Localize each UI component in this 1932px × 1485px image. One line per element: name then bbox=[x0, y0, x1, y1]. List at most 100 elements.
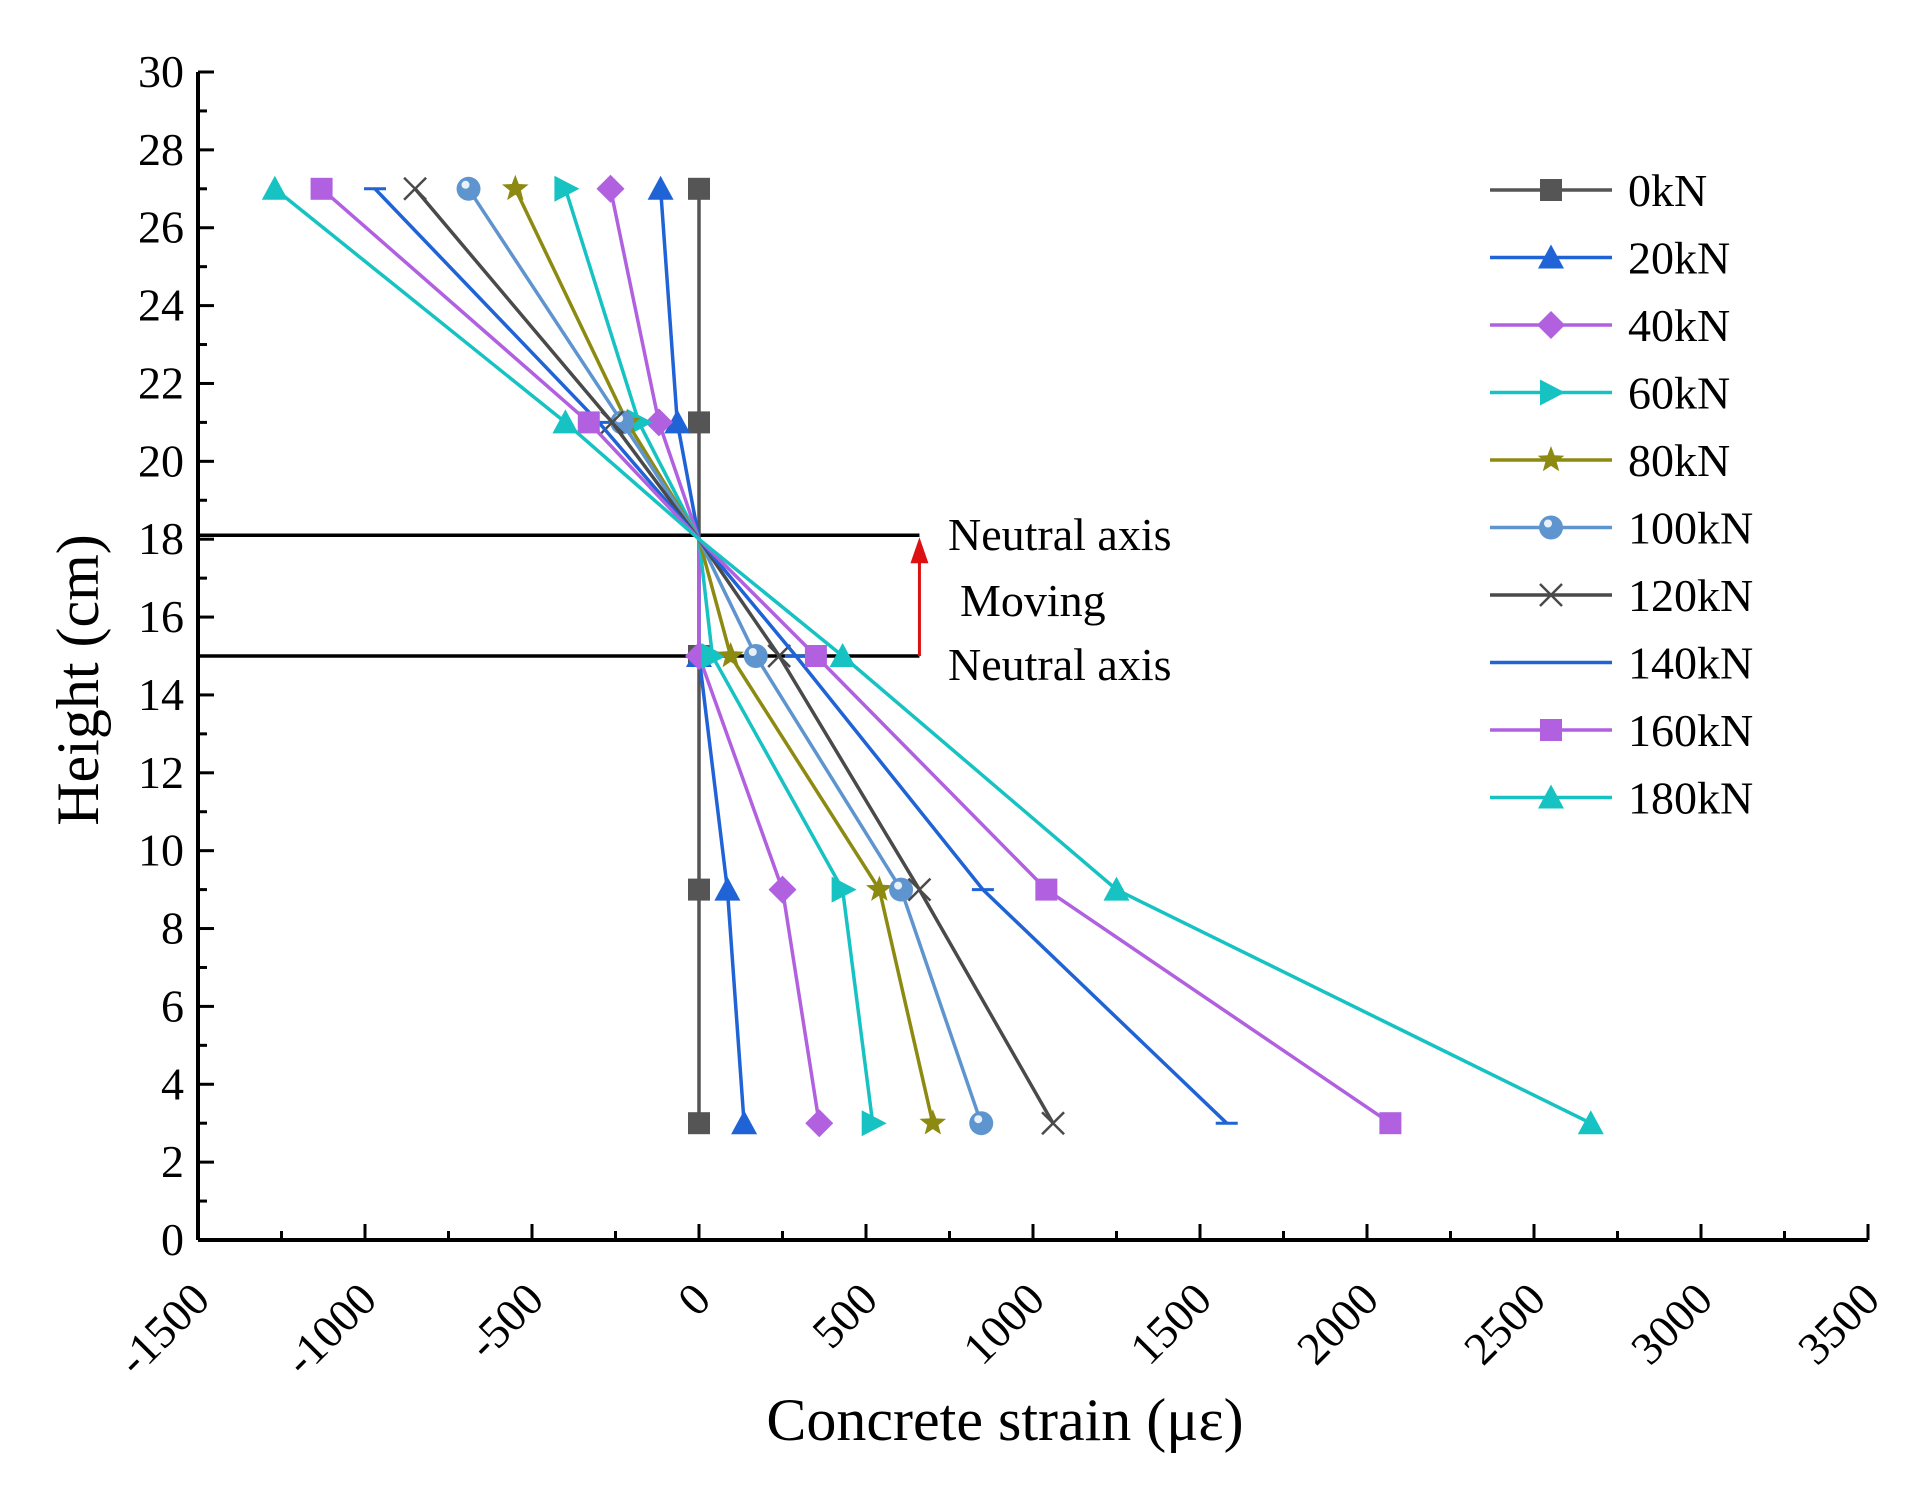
marker-circle-highlight bbox=[894, 881, 903, 890]
y-tick-label: 20 bbox=[138, 435, 184, 486]
y-tick-label: 26 bbox=[138, 202, 184, 253]
marker-diamond bbox=[805, 1109, 834, 1138]
marker-star bbox=[919, 1109, 947, 1135]
legend-label: 100kN bbox=[1628, 503, 1753, 554]
marker-x bbox=[907, 877, 932, 902]
marker-circle-highlight bbox=[1544, 519, 1552, 528]
series-line bbox=[413, 187, 1055, 1125]
y-axis-title: Height (cm) bbox=[45, 534, 111, 826]
marker-square bbox=[310, 177, 333, 200]
marker-star bbox=[502, 174, 529, 201]
legend-label: 20kN bbox=[1628, 233, 1730, 284]
y-tick-label: 16 bbox=[138, 591, 184, 642]
series-line bbox=[608, 188, 821, 1124]
series-60kN bbox=[554, 175, 887, 1137]
y-tick-label: 8 bbox=[161, 903, 184, 954]
marker-circle-highlight bbox=[974, 1115, 983, 1124]
marker-square bbox=[688, 177, 710, 200]
marker-triangle-up bbox=[1538, 784, 1564, 809]
marker-star bbox=[717, 642, 744, 668]
marker-x-stroke bbox=[907, 877, 932, 902]
marker-star bbox=[866, 875, 893, 901]
marker-square bbox=[688, 411, 710, 434]
marker-square bbox=[804, 645, 827, 667]
series-line bbox=[273, 187, 1592, 1125]
marker-diamond bbox=[596, 174, 625, 203]
legend-item: 180kN bbox=[1490, 773, 1753, 824]
marker-square bbox=[1540, 719, 1562, 741]
y-tick-label: 4 bbox=[161, 1058, 184, 1109]
marker-square bbox=[688, 878, 710, 901]
marker-circle-highlight bbox=[748, 648, 757, 656]
marker-star bbox=[1537, 446, 1565, 472]
x-axis-title: Concrete strain (με) bbox=[766, 1387, 1243, 1453]
marker-triangle-up bbox=[1577, 1110, 1604, 1135]
series-line bbox=[563, 188, 875, 1124]
legend-item: 100kN bbox=[1490, 503, 1753, 554]
marker-square bbox=[1540, 179, 1562, 201]
marker-triangle-right bbox=[701, 643, 727, 669]
legend-label: 140kN bbox=[1628, 638, 1753, 689]
marker-triangle-up bbox=[829, 643, 856, 667]
marker-diamond bbox=[644, 408, 673, 437]
annotation-texts: Neutral axis Moving Neutral axis bbox=[948, 509, 1172, 690]
marker-triangle-up bbox=[552, 409, 579, 434]
series-160kN bbox=[310, 177, 1402, 1135]
y-tick-label: 6 bbox=[161, 980, 184, 1031]
marker-circle bbox=[743, 644, 768, 668]
marker-circle bbox=[456, 176, 481, 201]
marker-triangle-up bbox=[1538, 244, 1564, 269]
marker-circle bbox=[889, 877, 914, 902]
moving-label: Moving bbox=[960, 575, 1106, 626]
marker-triangle-right bbox=[1540, 379, 1565, 406]
legend-label: 80kN bbox=[1628, 435, 1730, 486]
marker-circle bbox=[969, 1111, 994, 1136]
marker-square bbox=[688, 1112, 710, 1135]
legend-item: 0kN bbox=[1490, 165, 1707, 216]
legend: 0kN 20kN 40kN 60kN 80kN 100kN 120kN 140kN 160kN 1… bbox=[1490, 165, 1753, 824]
legend-item: 160kN bbox=[1490, 705, 1753, 756]
legend-item: 120kN bbox=[1490, 570, 1753, 621]
marker-x bbox=[1041, 1111, 1065, 1136]
y-tick-label: 28 bbox=[138, 124, 184, 175]
y-tick-label: 2 bbox=[161, 1136, 184, 1187]
series-line bbox=[513, 188, 935, 1124]
y-tick-label: 0 bbox=[161, 1214, 184, 1265]
y-tick-label: 12 bbox=[138, 747, 184, 798]
y-tick-label: 10 bbox=[138, 825, 184, 876]
y-tick-label: 30 bbox=[138, 46, 184, 97]
marker-square bbox=[577, 411, 600, 434]
legend-label: 120kN bbox=[1628, 570, 1753, 621]
marker-x bbox=[403, 176, 427, 201]
series-40kN bbox=[596, 174, 834, 1138]
marker-triangle-right bbox=[554, 175, 580, 202]
marker-diamond bbox=[768, 875, 797, 904]
legend-label: 60kN bbox=[1628, 368, 1730, 419]
marker-triangle-up bbox=[261, 175, 288, 200]
legend-item: 80kN bbox=[1490, 435, 1730, 486]
marker-circle bbox=[1539, 515, 1563, 540]
series-line bbox=[373, 187, 1228, 1125]
marker-x-stroke bbox=[403, 176, 427, 201]
series-line bbox=[320, 187, 1392, 1125]
y-tick-label: 18 bbox=[138, 513, 184, 564]
y-tick-label: 22 bbox=[138, 357, 184, 408]
moving-arrow-head bbox=[910, 537, 929, 564]
marker-circle-body bbox=[1539, 515, 1563, 540]
legend-item: 20kN bbox=[1490, 233, 1730, 284]
marker-x bbox=[767, 644, 792, 668]
marker-x-stroke bbox=[1041, 1111, 1065, 1136]
marker-triangle-up bbox=[664, 409, 691, 434]
marker-square bbox=[1035, 878, 1058, 901]
marker-triangle-right bbox=[627, 409, 653, 436]
marker-circle-highlight bbox=[461, 180, 470, 189]
legend-item: 40kN bbox=[1490, 300, 1730, 351]
series-120kN bbox=[403, 176, 1065, 1136]
legend-item: 60kN bbox=[1490, 368, 1730, 419]
series-layer bbox=[261, 174, 1604, 1138]
marker-square bbox=[1379, 1112, 1402, 1135]
series-180kN bbox=[261, 175, 1604, 1135]
marker-circle-body bbox=[743, 644, 768, 668]
